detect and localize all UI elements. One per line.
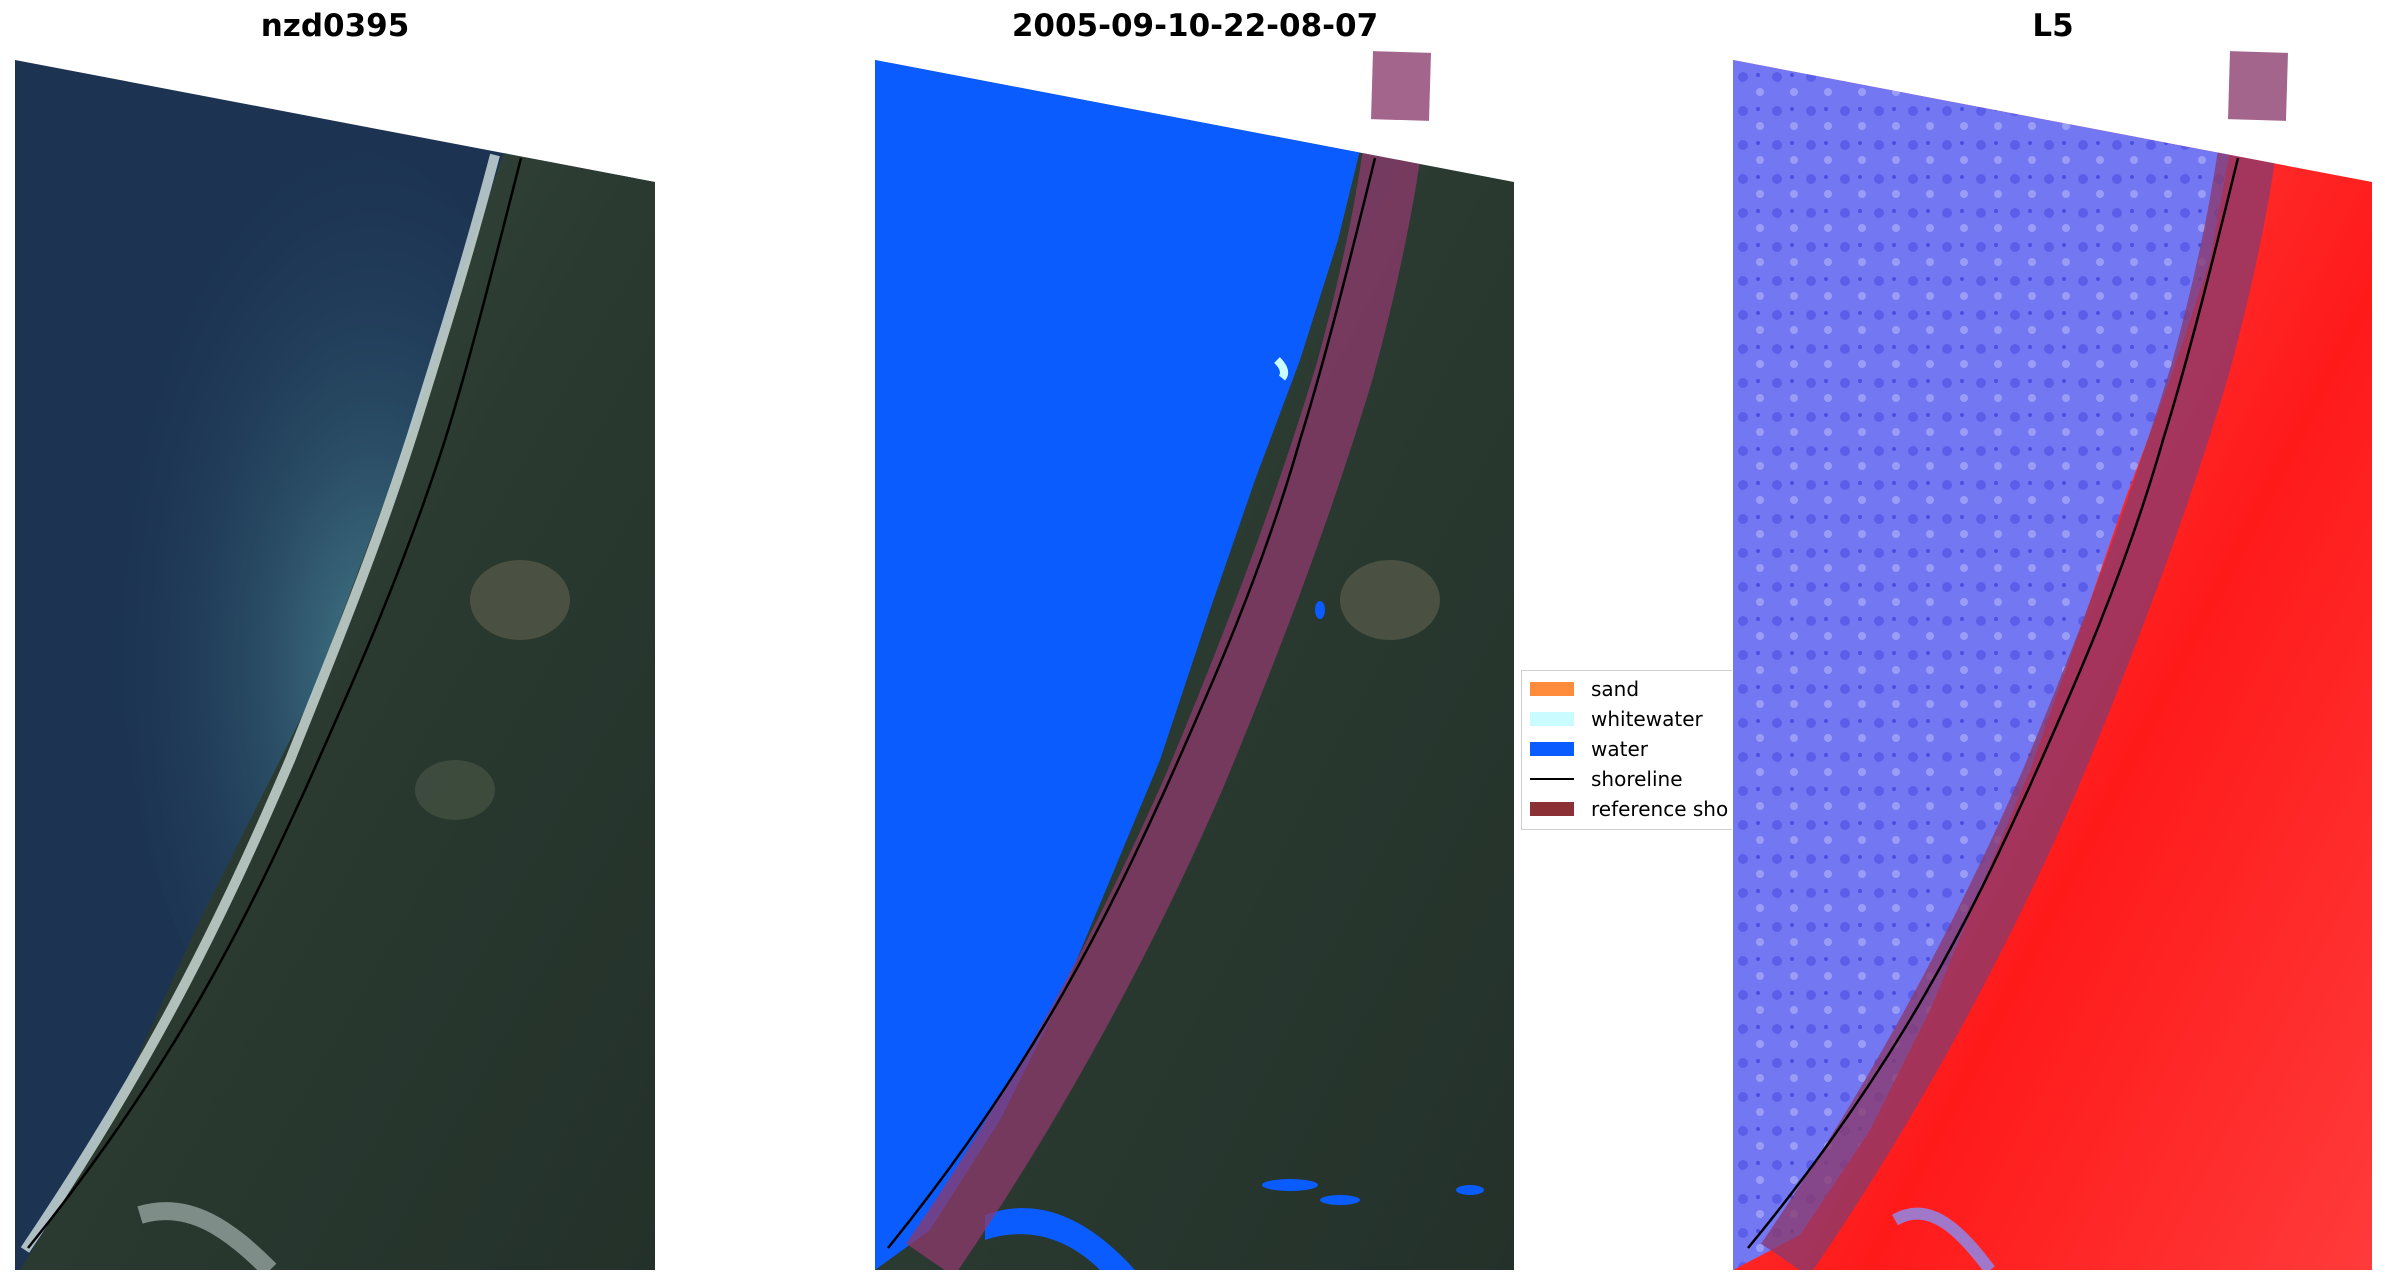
legend-item-reference-shoreline: reference sho (1530, 797, 1728, 821)
shoreline-line (27, 157, 523, 1249)
reference-shoreline-buffer (1761, 60, 2289, 1270)
surf-zone (20, 153, 500, 1253)
shoreline-swatch (1530, 778, 1574, 780)
legend-label: whitewater (1591, 707, 1703, 731)
legend-label: sand (1591, 677, 1640, 701)
shoreline-line (1747, 157, 2240, 1249)
legend-label: reference sho (1591, 797, 1729, 821)
panel-title-index: L5 (2032, 8, 2074, 44)
sand-swatch (1530, 682, 1574, 696)
legend-item-shoreline: shoreline (1530, 767, 1683, 791)
legend-label: shoreline (1591, 767, 1683, 791)
reference-shoreline-swatch (1530, 802, 1574, 816)
panel-title-rgb: nzd0395 (260, 8, 410, 44)
legend-item-whitewater: whitewater (1530, 707, 1703, 731)
legend-item-sand: sand (1530, 677, 1639, 701)
panel-title-classification: 2005-09-10-22-08-07 (1011, 8, 1379, 44)
legend-label: water (1591, 737, 1648, 761)
rgb-image-panel (15, 60, 655, 1270)
river-mouth (137, 1202, 277, 1270)
legend: sand whitewater water shoreline referenc… (1521, 670, 1732, 830)
river-water (985, 1208, 1135, 1270)
water-class-region (875, 60, 1360, 1270)
index-panel (1733, 60, 2372, 1270)
legend-item-water: water (1530, 737, 1648, 761)
water-index-area (1733, 60, 2230, 1270)
reference-shoreline-buffer (906, 60, 1434, 1270)
whitewater-patch (1274, 357, 1289, 381)
water-swatch (1530, 742, 1574, 756)
whitewater-swatch (1530, 712, 1574, 726)
shoreline-line (887, 157, 1377, 1249)
classification-panel (875, 60, 1514, 1270)
